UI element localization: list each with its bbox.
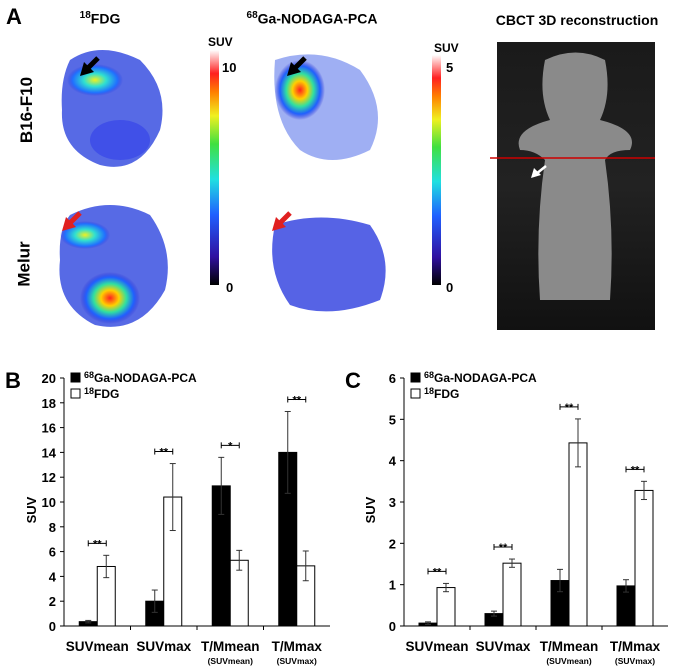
y-tick-label: 20 bbox=[42, 371, 56, 386]
x-tick-label: T/Mmean bbox=[201, 639, 260, 654]
x-tick-sublabel: (SUVmax) bbox=[277, 656, 317, 666]
y-tick-label: 2 bbox=[49, 594, 56, 609]
colorbar-2-label: SUV bbox=[434, 41, 459, 55]
x-tick-label: SUVmax bbox=[136, 639, 191, 654]
colorbar-2-min: 0 bbox=[446, 280, 453, 295]
significance-marker: ** bbox=[499, 542, 508, 554]
y-tick-label: 10 bbox=[42, 495, 56, 510]
bar-fdg bbox=[568, 442, 588, 627]
legend-swatch bbox=[70, 388, 81, 399]
bar-fdg bbox=[502, 562, 522, 627]
cbct-image bbox=[490, 42, 655, 330]
legend-label: 68Ga-NODAGA-PCA bbox=[84, 370, 197, 385]
y-tick-label: 1 bbox=[389, 578, 396, 593]
significance-marker: ** bbox=[93, 538, 102, 550]
legend-swatch bbox=[70, 372, 81, 383]
y-tick-label: 3 bbox=[389, 495, 396, 510]
bar-fdg bbox=[634, 489, 654, 627]
bar-charts: B02468101214161820SUVSUVmean**SUVmax**T/… bbox=[5, 368, 668, 666]
y-tick-label: 12 bbox=[42, 470, 56, 485]
y-tick-label: 5 bbox=[389, 412, 396, 427]
bar-fdg bbox=[436, 587, 456, 627]
sup: 18 bbox=[79, 10, 91, 21]
black-arrow-icon bbox=[287, 56, 307, 76]
legend-swatch bbox=[410, 388, 421, 399]
y-tick-label: 0 bbox=[49, 619, 56, 634]
x-tick-sublabel: (SUVmean) bbox=[208, 656, 254, 666]
column-title-fdg: 18FDG bbox=[80, 10, 121, 27]
panel-label: C bbox=[345, 368, 361, 393]
y-tick-label: 8 bbox=[49, 520, 56, 535]
y-axis-label: SUV bbox=[363, 496, 378, 523]
significance-marker: * bbox=[228, 440, 233, 452]
y-tick-label: 2 bbox=[389, 536, 396, 551]
x-tick-label: SUVmean bbox=[66, 639, 129, 654]
legend-swatch bbox=[410, 372, 421, 383]
x-tick-sublabel: (SUVmax) bbox=[615, 656, 655, 666]
y-tick-label: 14 bbox=[42, 445, 57, 460]
pet-images: SUV 10 0 SUV 5 0 bbox=[59, 35, 655, 330]
y-tick-label: 4 bbox=[49, 569, 57, 584]
significance-marker: ** bbox=[159, 447, 168, 459]
y-tick-label: 16 bbox=[42, 421, 56, 436]
panel-a-label: A bbox=[6, 4, 22, 29]
x-tick-sublabel: (SUVmean) bbox=[546, 656, 592, 666]
y-tick-label: 4 bbox=[389, 454, 397, 469]
x-tick-label: T/Mmax bbox=[272, 639, 323, 654]
legend-label: 18FDG bbox=[424, 386, 459, 401]
y-axis-label: SUV bbox=[24, 496, 39, 523]
red-arrow-icon bbox=[272, 211, 292, 231]
white-arrow-icon bbox=[531, 165, 547, 178]
colorbar-1-label: SUV bbox=[208, 35, 233, 49]
panel-label: B bbox=[5, 368, 21, 393]
significance-marker: ** bbox=[631, 464, 640, 476]
colorbar-1-max: 10 bbox=[222, 60, 236, 75]
column-title-ga: 68Ga-NODAGA-PCA bbox=[247, 10, 378, 27]
y-tick-label: 6 bbox=[389, 371, 396, 386]
significance-marker: ** bbox=[565, 402, 574, 414]
fdg-b16-image bbox=[61, 50, 163, 167]
x-tick-label: SUVmax bbox=[476, 639, 531, 654]
red-arrow-icon bbox=[62, 211, 82, 231]
x-tick-label: SUVmean bbox=[405, 639, 468, 654]
sup: 68 bbox=[246, 10, 258, 21]
y-tick-label: 0 bbox=[389, 619, 396, 634]
title-text: FDG bbox=[90, 10, 121, 27]
colorbar-2-max: 5 bbox=[446, 60, 453, 75]
legend-label: 68Ga-NODAGA-PCA bbox=[424, 370, 537, 385]
fdg-melur-image bbox=[59, 205, 168, 327]
y-tick-label: 18 bbox=[42, 396, 56, 411]
colorbar-2 bbox=[432, 55, 441, 285]
x-tick-label: T/Mmean bbox=[540, 639, 599, 654]
legend-label: 18FDG bbox=[84, 386, 119, 401]
significance-marker: ** bbox=[433, 566, 442, 578]
x-tick-label: T/Mmax bbox=[610, 639, 661, 654]
title-text: Ga-NODAGA-PCA bbox=[257, 10, 378, 27]
column-title-cbct: CBCT 3D reconstruction bbox=[495, 12, 659, 28]
y-tick-label: 6 bbox=[49, 545, 56, 560]
colorbar-1 bbox=[210, 50, 219, 285]
ga-melur-image bbox=[272, 217, 386, 312]
black-arrow-icon bbox=[80, 56, 100, 76]
significance-marker: ** bbox=[292, 394, 301, 406]
colorbar-1-min: 0 bbox=[226, 280, 233, 295]
